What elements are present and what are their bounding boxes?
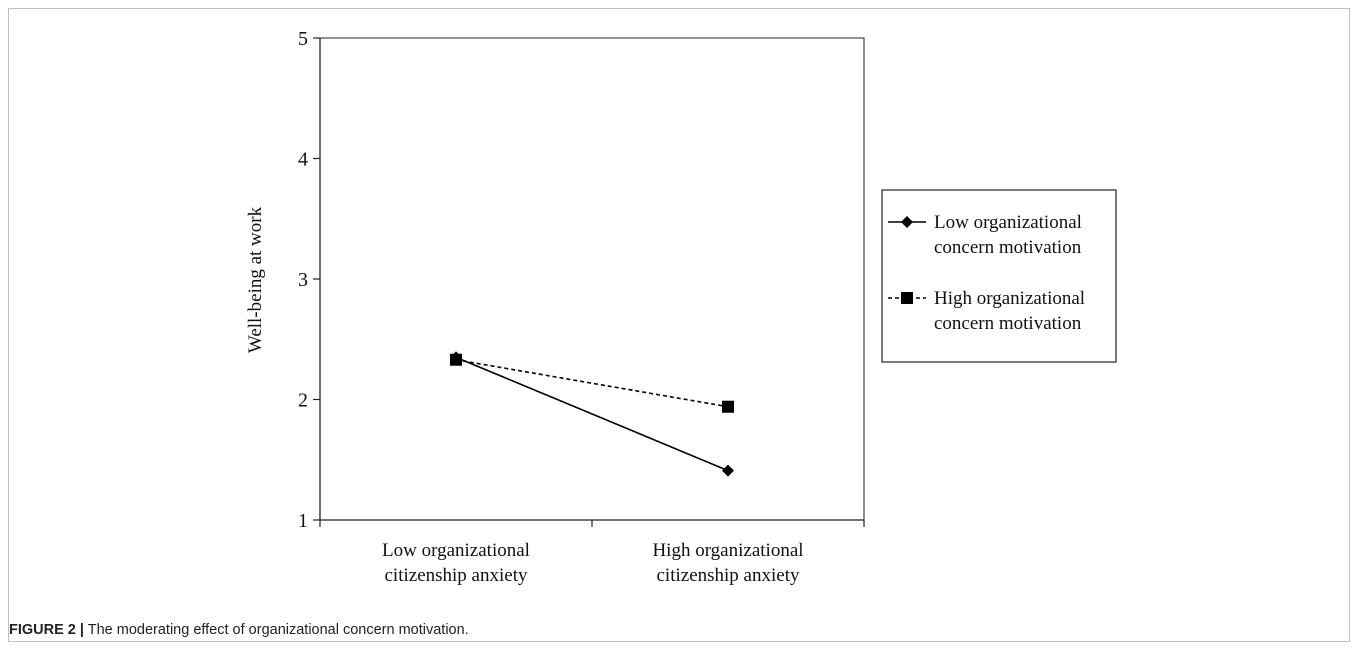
y-tick-label: 5 — [298, 28, 308, 50]
legend-label-line: concern motivation — [934, 237, 1082, 258]
x-category-label-line: citizenship anxiety — [385, 565, 528, 586]
legend-label-line: Low organizational — [934, 212, 1082, 233]
series-2 — [450, 353, 734, 413]
x-category-label: Low organizational citizenship anxiety — [382, 540, 530, 586]
series-1 — [450, 351, 734, 477]
legend-label-line: High organizational — [934, 288, 1085, 309]
x-category-label-line: Low organizational — [382, 540, 530, 561]
legend: Low organizational concern motivationHigh… — [881, 189, 1117, 363]
series-line — [455, 358, 729, 408]
figure-caption: FIGURE 2 | The moderating effect of orga… — [9, 622, 469, 638]
line-chart: 1 2 3 4 5 Low organizational citizenship anxi… — [245, 28, 1117, 586]
x-category-label-line: High organizational — [652, 540, 803, 561]
caption-text: The moderating effect of organizational … — [83, 622, 469, 638]
square-marker — [901, 292, 913, 304]
legend-label-line: concern motivation — [934, 313, 1082, 334]
legend-item: High organizational concern motivation — [888, 288, 1085, 334]
figure-label: FIGURE 2 | — [9, 622, 84, 638]
series-line — [455, 356, 729, 472]
y-tick-label: 4 — [298, 149, 308, 171]
diamond-marker — [722, 464, 734, 477]
x-category-label-line: citizenship anxiety — [657, 565, 800, 586]
diamond-marker — [901, 216, 913, 228]
plot-area — [319, 37, 865, 521]
legend-label: High organizational concern motivation — [934, 288, 1085, 334]
square-marker — [450, 353, 462, 366]
y-tick-label: 2 — [298, 390, 308, 412]
plot-border — [319, 37, 865, 521]
x-category-label: High organizational citizenship anxiety — [652, 540, 803, 586]
series-group — [450, 351, 734, 477]
legend-label: Low organizational concern motivation — [934, 212, 1082, 258]
y-axis: 1 2 3 4 5 — [298, 28, 321, 532]
y-tick-label: 1 — [298, 510, 308, 532]
square-marker — [722, 400, 734, 413]
x-axis: Low organizational citizenship anxietyHig… — [319, 519, 865, 586]
y-tick-label: 3 — [298, 269, 308, 291]
legend-box — [881, 189, 1117, 363]
legend-item: Low organizational concern motivation — [888, 212, 1082, 258]
y-axis-title: Well-being at work — [245, 206, 266, 353]
figure-frame — [8, 8, 1350, 642]
